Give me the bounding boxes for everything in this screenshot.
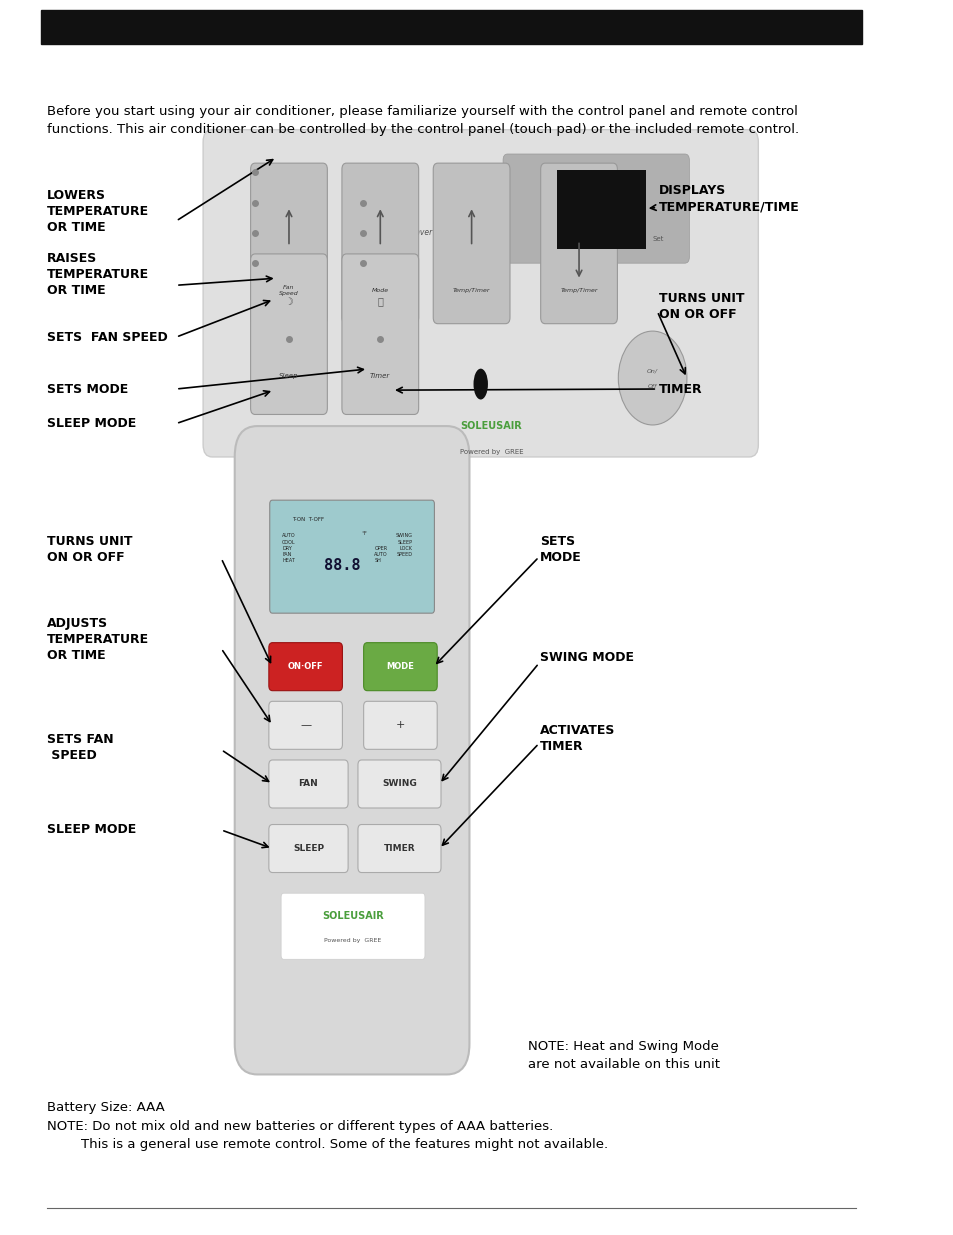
FancyBboxPatch shape [234, 426, 469, 1074]
Text: Med: Med [273, 228, 289, 237]
Text: ON·OFF: ON·OFF [288, 662, 323, 671]
Text: SLEEP MODE: SLEEP MODE [47, 417, 136, 430]
Text: Off: Off [647, 384, 657, 389]
Text: TIMER: TIMER [659, 383, 702, 395]
FancyBboxPatch shape [433, 163, 510, 324]
Text: NOTE: Do not mix old and new batteries or different types of AAA batteries.: NOTE: Do not mix old and new batteries o… [47, 1120, 553, 1132]
Text: Before you start using your air conditioner, please familiarize yourself with th: Before you start using your air conditio… [47, 105, 799, 136]
Text: Energy Saver: Energy Saver [380, 228, 432, 237]
FancyBboxPatch shape [363, 642, 436, 690]
FancyBboxPatch shape [363, 701, 436, 750]
Text: SWING MODE: SWING MODE [539, 651, 633, 663]
Text: ACTIVATES
TIMER: ACTIVATES TIMER [539, 724, 615, 753]
FancyBboxPatch shape [341, 254, 418, 415]
Text: Cool: Cool [380, 198, 397, 207]
Text: ⏱: ⏱ [377, 296, 383, 306]
Text: 88.8: 88.8 [324, 558, 360, 573]
Text: T-ON  T-OFF: T-ON T-OFF [292, 516, 323, 521]
Text: SOLEUSAIR: SOLEUSAIR [322, 910, 383, 920]
Text: SWING
SLEEP
LOCK
SPEED: SWING SLEEP LOCK SPEED [395, 534, 412, 557]
FancyBboxPatch shape [557, 170, 645, 249]
Text: TURNS UNIT
ON OR OFF: TURNS UNIT ON OR OFF [47, 535, 132, 564]
FancyBboxPatch shape [341, 163, 418, 324]
FancyBboxPatch shape [357, 825, 440, 872]
Text: MODE: MODE [386, 662, 414, 671]
FancyBboxPatch shape [269, 760, 348, 808]
Text: Set: Set [652, 236, 663, 242]
Bar [41, 10, 862, 44]
FancyBboxPatch shape [203, 130, 758, 457]
Text: Timer: Timer [370, 373, 390, 379]
Text: TURNS UNIT
ON OR OFF: TURNS UNIT ON OR OFF [659, 291, 743, 321]
Text: Temp/Timer: Temp/Timer [559, 288, 598, 294]
Text: °F: °F [361, 531, 367, 536]
Text: SETS
MODE: SETS MODE [539, 535, 581, 564]
Text: SETS MODE: SETS MODE [47, 383, 128, 395]
FancyBboxPatch shape [269, 701, 342, 750]
Text: +: + [395, 720, 405, 730]
FancyBboxPatch shape [269, 642, 342, 690]
Text: AUTO
COOL
DRY
FAN
HEAT: AUTO COOL DRY FAN HEAT [282, 534, 295, 563]
Text: FAN: FAN [298, 779, 318, 788]
FancyBboxPatch shape [502, 154, 689, 263]
Text: NOTE: Heat and Swing Mode
are not available on this unit: NOTE: Heat and Swing Mode are not availa… [528, 1040, 720, 1072]
Text: Fan Only: Fan Only [380, 258, 414, 268]
Text: OPER
AUTO
SH: OPER AUTO SH [374, 546, 388, 563]
Text: Sleep: Sleep [279, 373, 298, 379]
Ellipse shape [473, 368, 487, 400]
Text: ADJUSTS
TEMPERATURE
OR TIME: ADJUSTS TEMPERATURE OR TIME [47, 618, 149, 662]
Text: This is a general use remote control. Some of the features might not available.: This is a general use remote control. So… [47, 1139, 607, 1151]
Text: Fan
Speed: Fan Speed [279, 285, 298, 296]
Text: Mode: Mode [372, 288, 389, 294]
FancyBboxPatch shape [251, 254, 327, 415]
Text: Powered by  GREE: Powered by GREE [324, 939, 381, 944]
Text: SWING: SWING [382, 779, 416, 788]
Text: ☽: ☽ [284, 296, 293, 306]
Text: Powered by  GREE: Powered by GREE [459, 450, 523, 454]
Text: On/: On/ [646, 368, 658, 373]
Circle shape [618, 331, 686, 425]
Text: SLEEP: SLEEP [293, 844, 324, 853]
FancyBboxPatch shape [251, 163, 327, 324]
Text: Auto: Auto [273, 168, 291, 177]
FancyBboxPatch shape [281, 893, 424, 960]
Text: SETS  FAN SPEED: SETS FAN SPEED [47, 331, 168, 343]
Text: Battery Size: AAA: Battery Size: AAA [47, 1102, 165, 1114]
FancyBboxPatch shape [357, 760, 440, 808]
Text: DISPLAYS
TEMPERATURE/TIME: DISPLAYS TEMPERATURE/TIME [659, 184, 799, 214]
Text: Lo: Lo [273, 258, 282, 268]
Text: SOLEUSAIR: SOLEUSAIR [460, 421, 522, 431]
Text: LOWERS
TEMPERATURE
OR TIME: LOWERS TEMPERATURE OR TIME [47, 189, 149, 233]
Text: —: — [300, 720, 311, 730]
FancyBboxPatch shape [270, 500, 434, 614]
Text: Temp/Timer: Temp/Timer [453, 288, 490, 294]
Text: SETS FAN
 SPEED: SETS FAN SPEED [47, 732, 113, 762]
Text: Hi: Hi [273, 198, 281, 207]
FancyBboxPatch shape [540, 163, 617, 324]
FancyBboxPatch shape [269, 825, 348, 872]
Text: TIMER: TIMER [383, 844, 415, 853]
Text: SLEEP MODE: SLEEP MODE [47, 824, 136, 836]
Text: RAISES
TEMPERATURE
OR TIME: RAISES TEMPERATURE OR TIME [47, 252, 149, 296]
